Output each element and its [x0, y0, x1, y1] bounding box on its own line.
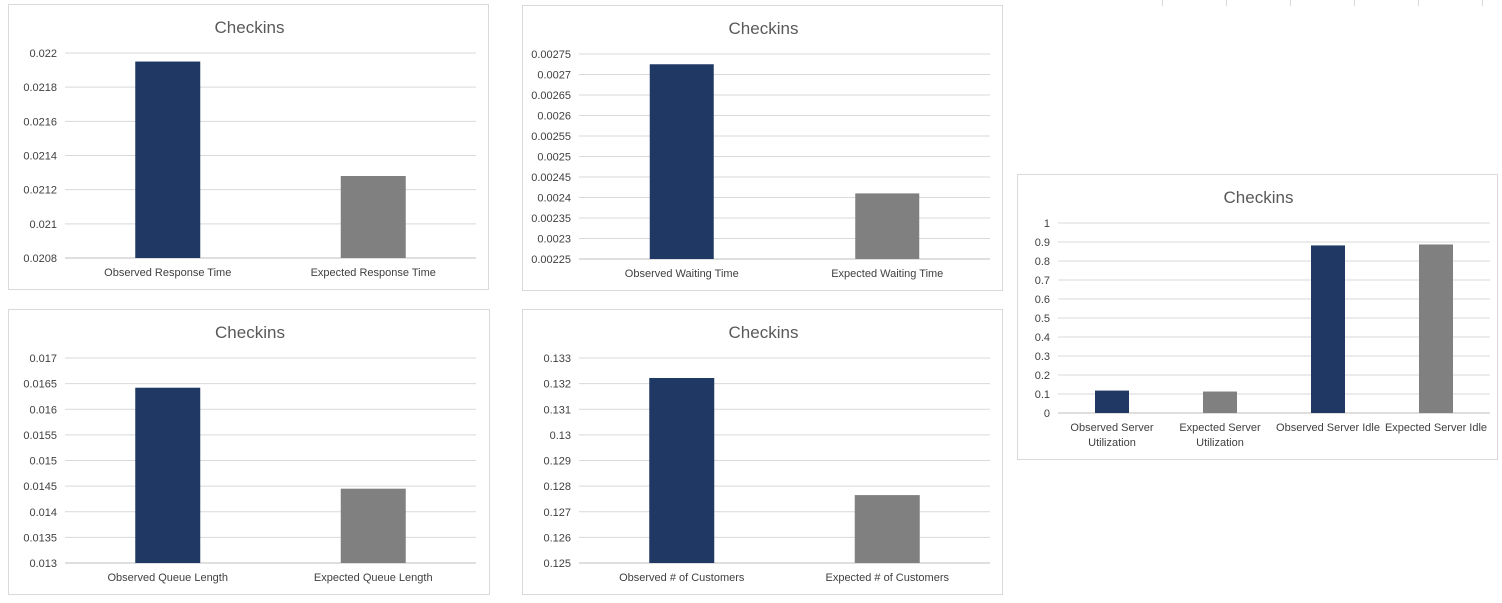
chart-server-utilization-idle[interactable]: Checkins 0 0.1 0.2 0.3 0.4 0.5 0.6 0.7 0.8 0.9 1 Obs…	[1017, 174, 1498, 460]
y-tick-label: 0.0135	[23, 532, 57, 544]
bar	[1095, 390, 1129, 413]
y-tick-label: 0.6	[1035, 294, 1050, 306]
y-tick-label: 0.127	[543, 507, 571, 519]
y-tick-label: 0.0218	[23, 82, 57, 94]
y-tick-label: 0.021	[29, 219, 57, 231]
bar	[854, 495, 920, 563]
y-tick-label: 0	[1044, 408, 1050, 420]
y-tick-label: 0.00255	[531, 131, 571, 143]
y-tick-label: 0.133	[543, 353, 571, 365]
y-tick-label: 0.00225	[531, 254, 571, 266]
chart-queue-length[interactable]: Checkins 0.013 0.0135 0.014 0.0145 0.015 0.015…	[8, 309, 490, 595]
chart-number-of-customers[interactable]: Checkins 0.125 0.126 0.127 0.128 0.129 0.13 0.1…	[522, 309, 1003, 595]
x-category-label: Observed Server	[1070, 422, 1153, 434]
chart-title: Checkins	[215, 323, 285, 342]
y-tick-label: 0.00265	[531, 90, 571, 102]
bar	[649, 64, 714, 259]
y-tick-label: 0.0027	[537, 70, 571, 82]
y-tick-label: 0.0145	[23, 481, 57, 493]
chart-title: Checkins	[215, 18, 285, 37]
chart-svg: Checkins 0.013 0.0135 0.014 0.0145 0.015 0.015…	[23, 323, 476, 584]
y-tick-label: 0.129	[543, 456, 571, 468]
x-category-label: Expected # of Customers	[825, 572, 949, 584]
bar	[855, 193, 920, 259]
y-tick-label: 0.132	[543, 379, 571, 391]
y-tick-label: 0.0023	[537, 234, 571, 246]
y-tick-label: 0.0208	[23, 253, 57, 265]
y-tick-label: 0.2	[1035, 370, 1050, 382]
x-category-label: Expected Waiting Time	[831, 268, 943, 280]
chart-title: Checkins	[729, 323, 799, 342]
y-tick-label: 0.131	[543, 404, 571, 416]
x-category-label: Utilization	[1196, 437, 1244, 449]
bar	[135, 61, 201, 258]
y-tick-label: 0.013	[29, 558, 57, 570]
y-tick-label: 0.128	[543, 481, 571, 493]
y-tick-label: 0.016	[29, 404, 57, 416]
y-tick-label: 0.014	[29, 507, 57, 519]
y-tick-label: 0.0214	[23, 151, 57, 163]
y-tick-label: 0.9	[1035, 237, 1050, 249]
chart-title: Checkins	[1224, 188, 1294, 207]
chart-svg: Checkins 0.00225 0.0023 0.00235 0.0024 0.0024…	[531, 19, 990, 280]
bar	[649, 377, 715, 563]
y-tick-label: 0.0024	[537, 193, 571, 205]
y-tick-label: 0.125	[543, 558, 571, 570]
chart-waiting-time[interactable]: Checkins 0.00225 0.0023 0.00235 0.0024 0.0024…	[522, 5, 1003, 291]
chart-svg: Checkins 0.125 0.126 0.127 0.128 0.129 0.13 0.1…	[543, 323, 990, 584]
y-tick-label: 0.5	[1035, 313, 1050, 325]
background-sheet-gridlines	[1162, 0, 1502, 6]
bar	[1311, 245, 1345, 413]
y-tick-label: 0.0025	[537, 152, 571, 164]
x-category-label: Utilization	[1088, 437, 1136, 449]
y-tick-label: 0.00275	[531, 49, 571, 61]
chart-title: Checkins	[729, 19, 799, 38]
y-tick-label: 0.022	[29, 48, 57, 60]
y-tick-label: 0.4	[1035, 332, 1050, 344]
y-tick-label: 0.00245	[531, 172, 571, 184]
x-category-label: Observed Waiting Time	[625, 268, 739, 280]
chart-response-time[interactable]: Checkins 0.0208 0.021 0.0212 0.0214 0.0216 0.0…	[8, 4, 489, 290]
bar	[340, 176, 406, 258]
y-tick-label: 0.0155	[23, 430, 57, 442]
y-tick-label: 0.017	[29, 353, 57, 365]
y-tick-label: 0.1	[1035, 389, 1050, 401]
y-tick-label: 0.13	[550, 430, 571, 442]
y-tick-label: 0.126	[543, 532, 571, 544]
y-tick-label: 0.8	[1035, 256, 1050, 268]
chart-svg: Checkins 0 0.1 0.2 0.3 0.4 0.5 0.6 0.7 0.8 0.9 1 Obs…	[1035, 188, 1490, 449]
y-tick-label: 0.0165	[23, 379, 57, 391]
x-category-label: Expected Server Idle	[1385, 422, 1487, 434]
x-category-label: Observed Server Idle	[1276, 422, 1380, 434]
y-tick-label: 0.7	[1035, 275, 1050, 287]
bar	[1419, 244, 1453, 413]
bar	[340, 488, 406, 563]
x-category-label: Observed Queue Length	[108, 572, 228, 584]
y-tick-label: 0.015	[29, 456, 57, 468]
y-tick-label: 0.3	[1035, 351, 1050, 363]
x-category-label: Observed Response Time	[104, 267, 231, 279]
x-category-label: Observed # of Customers	[619, 572, 745, 584]
y-tick-label: 0.0212	[23, 185, 57, 197]
x-category-label: Expected Queue Length	[314, 572, 433, 584]
x-category-label: Expected Server	[1179, 422, 1261, 434]
bar	[135, 387, 201, 563]
y-tick-label: 0.0216	[23, 116, 57, 128]
x-category-label: Expected Response Time	[311, 267, 436, 279]
bar	[1203, 391, 1237, 413]
chart-svg: Checkins 0.0208 0.021 0.0212 0.0214 0.0216 0.0…	[23, 18, 476, 279]
y-tick-label: 0.00235	[531, 213, 571, 225]
y-tick-label: 1	[1044, 218, 1050, 230]
y-tick-label: 0.0026	[537, 111, 571, 123]
